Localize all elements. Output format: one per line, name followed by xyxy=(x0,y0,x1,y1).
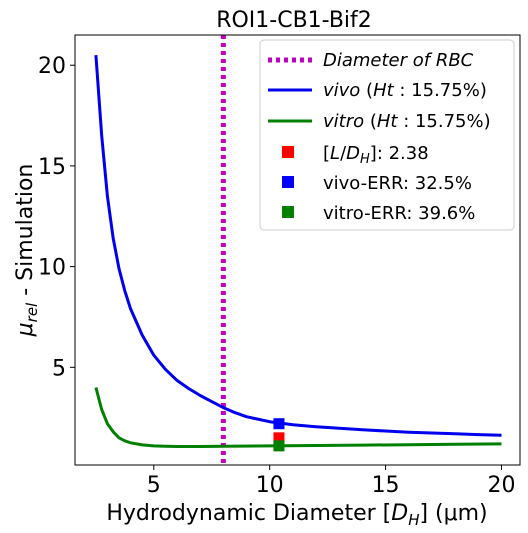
legend-swatch-vivo-err xyxy=(282,176,294,188)
x-tick-label: 10 xyxy=(256,473,284,498)
y-tick-label: 5 xyxy=(52,356,66,381)
legend-label-vivo: vivo (Ht : 15.75%) xyxy=(323,80,487,101)
plot-area xyxy=(94,35,502,465)
legend-swatch-ld-ratio xyxy=(282,146,294,158)
plot-frame xyxy=(74,34,521,466)
x-tick-label: 5 xyxy=(147,473,161,498)
legend-swatch-vitro-err xyxy=(282,206,294,218)
marker-ld-ratio xyxy=(273,432,285,444)
chart-title: ROI1-CB1-Bif2 xyxy=(216,8,372,33)
y-tick-label: 20 xyxy=(38,54,66,79)
axis-ticks: 5 10 15 20 5 10 15 20 xyxy=(38,54,515,498)
legend-box xyxy=(259,39,515,231)
y-axis-label: μrel - Simulation xyxy=(13,164,41,338)
legend-label-ld-ratio: [L/DH]: 2.38 xyxy=(323,143,429,167)
x-tick-label: 15 xyxy=(372,473,400,498)
legend-label-vivo-err: vivo-ERR: 32.5% xyxy=(323,173,472,194)
y-tick-label: 15 xyxy=(38,155,66,180)
marker-vivo-err xyxy=(273,418,285,430)
y-tick-label: 10 xyxy=(38,256,66,281)
legend: Diameter of RBC vivo (Ht : 15.75%) vitro… xyxy=(259,39,515,231)
legend-label-rbc-line: Diameter of RBC xyxy=(323,50,474,71)
series-line-vitro xyxy=(94,387,502,448)
x-tick-label: 20 xyxy=(487,473,515,498)
x-axis-label: Hydrodynamic Diameter [DH] (μm) xyxy=(106,501,487,529)
marker-vitro-err xyxy=(273,440,285,452)
series-line-vivo xyxy=(94,54,502,437)
legend-label-vitro: vitro (Ht : 15.75%) xyxy=(323,111,491,132)
legend-label-vitro-err: vitro-ERR: 39.6% xyxy=(323,203,475,224)
